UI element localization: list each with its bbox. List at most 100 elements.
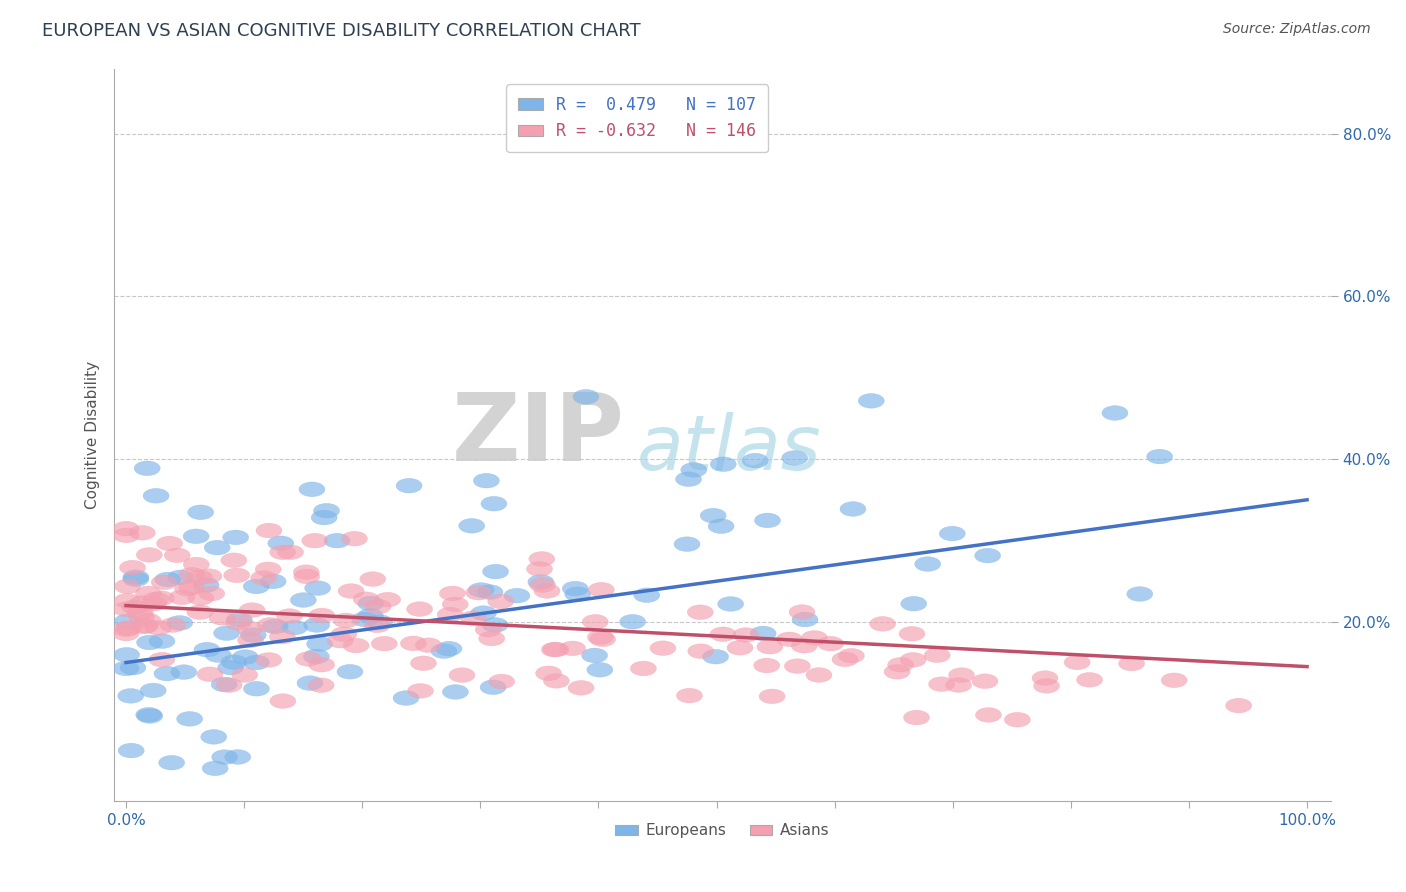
Ellipse shape [630,661,657,676]
Ellipse shape [461,611,486,625]
Ellipse shape [634,588,659,602]
Ellipse shape [145,621,172,635]
Ellipse shape [114,648,139,662]
Ellipse shape [536,666,561,681]
Ellipse shape [122,572,149,587]
Ellipse shape [342,532,367,546]
Ellipse shape [1033,679,1060,693]
Ellipse shape [294,565,319,580]
Ellipse shape [482,565,509,579]
Ellipse shape [112,602,139,616]
Ellipse shape [449,668,475,682]
Ellipse shape [411,656,436,671]
Ellipse shape [281,620,308,635]
Ellipse shape [305,581,330,596]
Ellipse shape [299,482,325,497]
Ellipse shape [700,508,725,523]
Ellipse shape [481,496,508,511]
Ellipse shape [256,524,283,538]
Ellipse shape [565,587,591,601]
Ellipse shape [328,633,353,648]
Ellipse shape [160,617,186,632]
Ellipse shape [832,652,858,666]
Ellipse shape [801,631,827,645]
Ellipse shape [149,652,174,667]
Ellipse shape [211,677,238,692]
Ellipse shape [187,505,214,519]
Ellipse shape [167,570,194,584]
Ellipse shape [114,593,141,608]
Ellipse shape [238,632,263,648]
Y-axis label: Cognitive Disability: Cognitive Disability [86,360,100,508]
Ellipse shape [1226,698,1251,713]
Text: EUROPEAN VS ASIAN COGNITIVE DISABILITY CORRELATION CHART: EUROPEAN VS ASIAN COGNITIVE DISABILITY C… [42,22,641,40]
Ellipse shape [489,674,515,689]
Ellipse shape [401,636,426,650]
Ellipse shape [717,597,744,611]
Ellipse shape [136,548,162,562]
Ellipse shape [187,570,212,585]
Ellipse shape [709,519,734,533]
Ellipse shape [167,615,193,631]
Ellipse shape [415,638,441,652]
Ellipse shape [703,649,728,664]
Ellipse shape [128,609,155,624]
Ellipse shape [159,756,184,770]
Ellipse shape [945,678,972,692]
Ellipse shape [263,619,288,633]
Ellipse shape [232,667,257,682]
Ellipse shape [134,461,160,475]
Ellipse shape [754,658,780,673]
Ellipse shape [141,596,166,611]
Ellipse shape [367,615,392,630]
Ellipse shape [887,657,914,672]
Ellipse shape [574,390,599,404]
Ellipse shape [527,574,554,590]
Ellipse shape [118,743,145,758]
Ellipse shape [156,536,183,550]
Ellipse shape [217,678,242,692]
Ellipse shape [676,689,703,703]
Ellipse shape [114,614,141,629]
Ellipse shape [488,594,513,608]
Ellipse shape [149,591,174,606]
Ellipse shape [792,639,817,653]
Ellipse shape [884,665,910,679]
Ellipse shape [742,453,768,468]
Ellipse shape [582,615,609,629]
Ellipse shape [302,533,328,548]
Ellipse shape [129,525,155,541]
Ellipse shape [756,640,783,654]
Ellipse shape [193,578,219,592]
Ellipse shape [650,640,676,656]
Ellipse shape [120,560,146,575]
Ellipse shape [562,582,588,596]
Ellipse shape [755,513,780,528]
Ellipse shape [114,579,141,594]
Ellipse shape [474,474,499,488]
Ellipse shape [782,450,807,466]
Ellipse shape [468,582,494,598]
Ellipse shape [307,637,333,651]
Ellipse shape [330,627,357,641]
Ellipse shape [136,635,163,650]
Ellipse shape [915,557,941,572]
Ellipse shape [588,582,614,597]
Ellipse shape [560,641,585,656]
Ellipse shape [243,656,270,670]
Ellipse shape [475,623,502,637]
Ellipse shape [295,652,322,666]
Ellipse shape [976,707,1001,723]
Ellipse shape [482,617,508,632]
Ellipse shape [250,571,277,585]
Ellipse shape [179,580,205,594]
Ellipse shape [839,501,866,516]
Ellipse shape [710,627,735,641]
Ellipse shape [188,591,214,605]
Ellipse shape [311,510,337,524]
Ellipse shape [314,503,339,518]
Ellipse shape [256,653,281,667]
Ellipse shape [165,548,190,563]
Ellipse shape [543,642,569,657]
Ellipse shape [112,626,139,640]
